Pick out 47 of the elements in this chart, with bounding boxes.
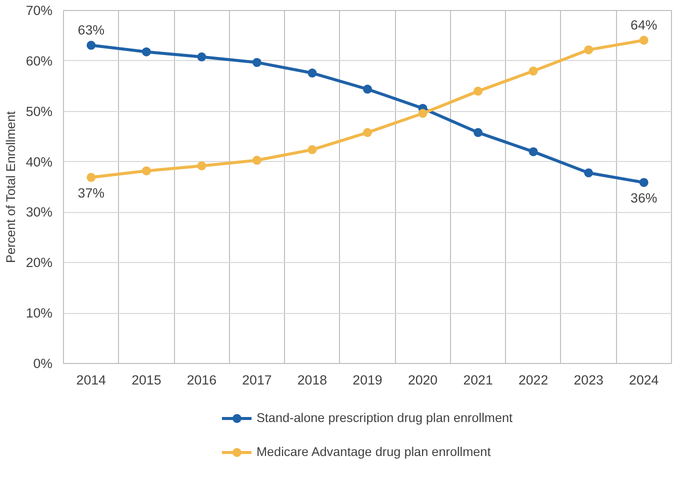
- point: [474, 86, 483, 96]
- point: [252, 58, 262, 67]
- point: [308, 68, 317, 78]
- x-tick-label: 2020: [408, 372, 438, 388]
- x-tick-label: 2022: [518, 372, 548, 388]
- legend-label: Stand-alone prescription drug plan enrollment: [256, 410, 513, 424]
- legend-label: Medicare Advantage drug plan enrollment: [256, 444, 491, 458]
- point: [86, 40, 96, 50]
- x-tick-label: 2019: [352, 372, 382, 388]
- x-tick-label: 2016: [186, 372, 217, 388]
- data-label: 36%: [630, 190, 658, 206]
- point: [308, 145, 317, 154]
- point: [584, 168, 594, 178]
- y-axis-title: Percent of Total Enrollment: [4, 110, 18, 263]
- point: [418, 108, 428, 118]
- point: [142, 166, 151, 176]
- x-tick-label: 2018: [297, 372, 328, 388]
- y-tick-label: 70%: [26, 3, 53, 18]
- point: [363, 84, 372, 94]
- data-label: 64%: [630, 17, 658, 32]
- point: [528, 66, 538, 76]
- point: [528, 147, 538, 156]
- x-tick-label: 2021: [463, 372, 493, 388]
- point: [474, 128, 483, 138]
- y-tick-label: 0%: [33, 356, 53, 371]
- y-tick-label: 30%: [26, 204, 53, 220]
- y-tick-label: 10%: [26, 306, 53, 321]
- point: [252, 156, 262, 165]
- point: [197, 52, 206, 62]
- point: [639, 36, 648, 45]
- y-tick-label: 60%: [26, 53, 53, 68]
- data-label: 37%: [78, 185, 105, 200]
- point: [142, 47, 151, 56]
- point: [197, 161, 206, 170]
- point: [639, 178, 648, 187]
- point: [363, 128, 372, 138]
- x-tick-label: 2024: [629, 372, 660, 388]
- data-label: 63%: [78, 22, 105, 38]
- x-tick-label: 2023: [574, 372, 604, 388]
- x-tick-label: 2015: [132, 372, 162, 388]
- point: [86, 172, 96, 182]
- y-tick-label: 20%: [26, 255, 53, 270]
- y-tick-label: 40%: [26, 154, 53, 170]
- y-tick-label: 50%: [26, 104, 53, 119]
- x-tick-label: 2014: [76, 372, 107, 388]
- point: [584, 45, 594, 54]
- x-tick-label: 2017: [242, 372, 272, 388]
